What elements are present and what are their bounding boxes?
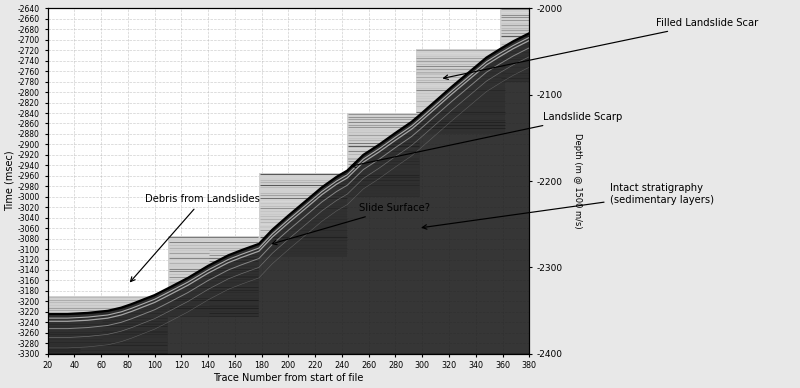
Text: Debris from Landslides: Debris from Landslides [130,194,260,282]
Bar [208,249,259,317]
Text: Filled Landslide Scar: Filled Landslide Scar [444,18,758,80]
X-axis label: Trace Number from start of file: Trace Number from start of file [214,373,363,383]
Text: Slide Surface?: Slide Surface? [272,203,430,245]
Y-axis label: Time (msec): Time (msec) [5,151,15,211]
Text: Intact stratigraphy
(sedimentary layers): Intact stratigraphy (sedimentary layers) [422,183,714,229]
Bar [47,296,168,354]
Bar [101,315,168,354]
Bar [500,9,532,81]
Text: Landslide Scarp: Landslide Scarp [351,112,622,167]
Bar [47,343,81,354]
Bar [347,113,419,197]
Bar [415,49,505,134]
Bar [259,173,347,257]
Bar [168,236,259,317]
Y-axis label: Depth (m @ 1500 m/s): Depth (m @ 1500 m/s) [574,133,582,229]
